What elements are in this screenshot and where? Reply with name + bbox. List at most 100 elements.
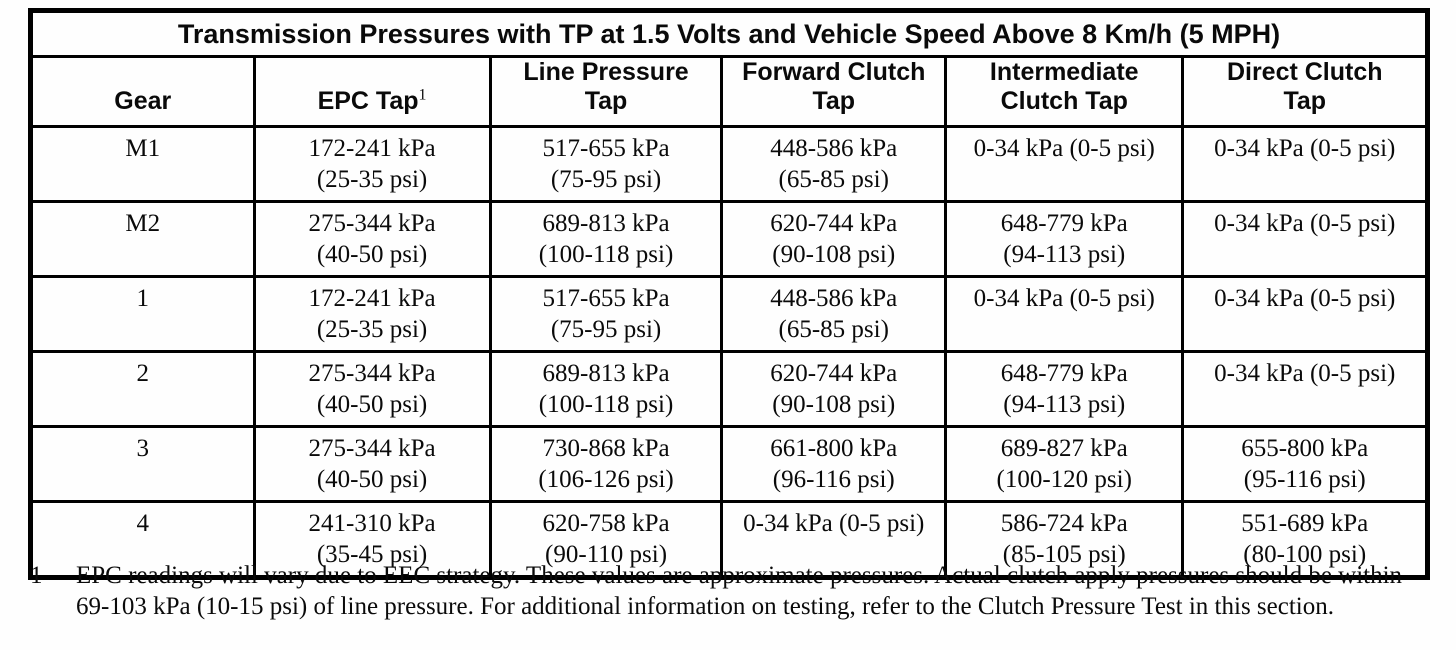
direct-clutch-tap-cell: 0-34 kPa (0-5 psi) xyxy=(1181,125,1429,203)
header-label-line2: Tap xyxy=(584,87,628,115)
intermediate-clutch-tap-cell: 648-779 kPa (94-113 psi) xyxy=(943,350,1185,428)
pressure-kpa: 0-34 kPa (0-5 psi) xyxy=(1214,135,1396,162)
direct-clutch-tap-cell: 551-689 kPa (80-100 psi) xyxy=(1181,500,1429,579)
gear-cell: 3 xyxy=(29,425,256,503)
pressure-kpa: 689-813 kPa xyxy=(542,360,670,387)
pressure-kpa: 241-310 kPa xyxy=(308,510,436,537)
pressure-psi: (94-113 psi) xyxy=(1003,241,1126,268)
direct-clutch-tap-cell: 0-34 kPa (0-5 psi) xyxy=(1181,350,1429,428)
pressure-psi: (40-50 psi) xyxy=(316,391,428,418)
pressure-kpa: 275-344 kPa xyxy=(308,210,436,237)
pressure-psi: (85-105 psi) xyxy=(1002,541,1126,568)
header-label-line1: Forward Clutch xyxy=(742,58,926,86)
gear-cell: 4 xyxy=(29,500,256,579)
header-text: EPC Tap xyxy=(317,87,419,115)
pressure-kpa: 517-655 kPa xyxy=(542,135,670,162)
direct-clutch-tap-cell: 0-34 kPa (0-5 psi) xyxy=(1181,275,1429,353)
footnote-marker: 1 xyxy=(30,562,43,589)
pressure-psi: (25-35 psi) xyxy=(316,316,428,343)
pressure-psi: (90-108 psi) xyxy=(772,391,896,418)
pressure-psi: (95-116 psi) xyxy=(1243,466,1366,493)
forward-clutch-tap-cell: 448-586 kPa (65-85 psi) xyxy=(720,275,947,353)
line-pressure-tap-cell: 689-813 kPa (100-118 psi) xyxy=(488,350,724,428)
column-header-gear: Gear xyxy=(29,55,256,128)
direct-clutch-tap-cell: 655-800 kPa (95-116 psi) xyxy=(1181,425,1429,503)
header-label-line1: Intermediate xyxy=(989,58,1139,86)
table-header-row: Gear EPC Tap1 Line Pressure Tap Forward … xyxy=(29,55,1429,128)
line-pressure-tap-cell: 517-655 kPa (75-95 psi) xyxy=(488,125,724,203)
footnote-text: EPC readings will vary due to EEC strate… xyxy=(76,562,1403,620)
pressure-kpa: 620-744 kPa xyxy=(770,210,898,237)
gear-cell: 2 xyxy=(29,350,256,428)
intermediate-clutch-tap-cell: 689-827 kPa (100-120 psi) xyxy=(943,425,1185,503)
pressure-kpa: 0-34 kPa (0-5 psi) xyxy=(1214,285,1396,312)
table-title: Transmission Pressures with TP at 1.5 Vo… xyxy=(29,9,1429,58)
table-title-row: Transmission Pressures with TP at 1.5 Vo… xyxy=(29,9,1429,58)
epc-tap-cell: 275-344 kPa (40-50 psi) xyxy=(252,350,492,428)
forward-clutch-tap-cell: 620-744 kPa (90-108 psi) xyxy=(720,350,947,428)
epc-tap-cell: 275-344 kPa (40-50 psi) xyxy=(252,425,492,503)
gear-cell: M2 xyxy=(29,200,256,278)
pressure-kpa: 648-779 kPa xyxy=(1000,360,1128,387)
pressure-kpa: 551-689 kPa xyxy=(1241,510,1369,537)
pressure-psi: (106-126 psi) xyxy=(538,466,674,493)
pressure-kpa: 730-868 kPa xyxy=(542,435,670,462)
pressure-kpa: 0-34 kPa (0-5 psi) xyxy=(973,135,1155,162)
table-row-m2: M2 275-344 kPa (40-50 psi) 689-813 kPa (… xyxy=(29,200,1429,278)
pressure-psi: (94-113 psi) xyxy=(1003,391,1126,418)
gear-cell: M1 xyxy=(29,125,256,203)
table-row-3: 3 275-344 kPa (40-50 psi) 730-868 kPa (1… xyxy=(29,425,1429,503)
pressure-kpa: 0-34 kPa (0-5 psi) xyxy=(1214,210,1396,237)
intermediate-clutch-tap-cell: 648-779 kPa (94-113 psi) xyxy=(943,200,1185,278)
pressure-psi: (75-95 psi) xyxy=(550,316,662,343)
table-row-2: 2 275-344 kPa (40-50 psi) 689-813 kPa (1… xyxy=(29,350,1429,428)
pressure-kpa: 655-800 kPa xyxy=(1241,435,1369,462)
pressure-kpa: 586-724 kPa xyxy=(1000,510,1128,537)
pressure-psi: (65-85 psi) xyxy=(778,166,889,193)
forward-clutch-tap-cell: 620-744 kPa (90-108 psi) xyxy=(720,200,947,278)
epc-tap-cell: 241-310 kPa (35-45 psi) xyxy=(252,500,492,579)
intermediate-clutch-tap-cell: 586-724 kPa (85-105 psi) xyxy=(943,500,1185,579)
column-header-direct-clutch-tap: Direct Clutch Tap xyxy=(1181,55,1429,128)
direct-clutch-tap-cell: 0-34 kPa (0-5 psi) xyxy=(1181,200,1429,278)
pressure-kpa: 620-744 kPa xyxy=(770,360,898,387)
pressure-kpa: 517-655 kPa xyxy=(542,285,670,312)
pressure-psi: (40-50 psi) xyxy=(316,241,428,268)
header-label-line2: Clutch Tap xyxy=(1000,87,1128,115)
column-header-intermediate-clutch-tap: Intermediate Clutch Tap xyxy=(943,55,1185,128)
table-row-m1: M1 172-241 kPa (25-35 psi) 517-655 kPa (… xyxy=(29,125,1429,203)
pressure-kpa: 275-344 kPa xyxy=(308,360,436,387)
pressure-kpa: 689-827 kPa xyxy=(1000,435,1128,462)
pressure-kpa: 172-241 kPa xyxy=(308,285,436,312)
footnote-ref-1: 1 xyxy=(418,86,427,104)
column-header-forward-clutch-tap: Forward Clutch Tap xyxy=(720,55,947,128)
pressure-psi: (65-85 psi) xyxy=(778,316,889,343)
line-pressure-tap-cell: 730-868 kPa (106-126 psi) xyxy=(488,425,724,503)
header-label-line1: Line Pressure xyxy=(523,58,689,86)
pressure-kpa: 448-586 kPa xyxy=(770,285,898,312)
pressure-kpa: 648-779 kPa xyxy=(1000,210,1128,237)
pressure-psi: (75-95 psi) xyxy=(550,166,662,193)
pressure-kpa: 172-241 kPa xyxy=(308,135,436,162)
line-pressure-tap-cell: 689-813 kPa (100-118 psi) xyxy=(488,200,724,278)
pressure-kpa: 661-800 kPa xyxy=(770,435,898,462)
epc-tap-cell: 275-344 kPa (40-50 psi) xyxy=(252,200,492,278)
pressure-psi: (100-118 psi) xyxy=(538,391,674,418)
forward-clutch-tap-cell: 0-34 kPa (0-5 psi) xyxy=(720,500,947,579)
pressure-kpa: 448-586 kPa xyxy=(770,135,898,162)
pressure-psi: (90-108 psi) xyxy=(772,241,896,268)
footnote: 1 EPC readings will vary due to EEC stra… xyxy=(30,560,1421,622)
table-row-1: 1 172-241 kPa (25-35 psi) 517-655 kPa (7… xyxy=(29,275,1429,353)
pressure-kpa: 620-758 kPa xyxy=(542,510,670,537)
line-pressure-tap-cell: 517-655 kPa (75-95 psi) xyxy=(488,275,724,353)
pressure-kpa: 0-34 kPa (0-5 psi) xyxy=(743,510,925,537)
pressure-kpa: 0-34 kPa (0-5 psi) xyxy=(1214,360,1396,387)
gear-cell: 1 xyxy=(29,275,256,353)
pressure-psi: (80-100 psi) xyxy=(1243,541,1367,568)
header-label-line2: Tap xyxy=(812,87,856,115)
header-label-line2: Tap xyxy=(1283,87,1327,115)
header-label-line1: Direct Clutch xyxy=(1226,58,1383,86)
epc-tap-cell: 172-241 kPa (25-35 psi) xyxy=(252,125,492,203)
header-label: Gear xyxy=(114,87,172,115)
